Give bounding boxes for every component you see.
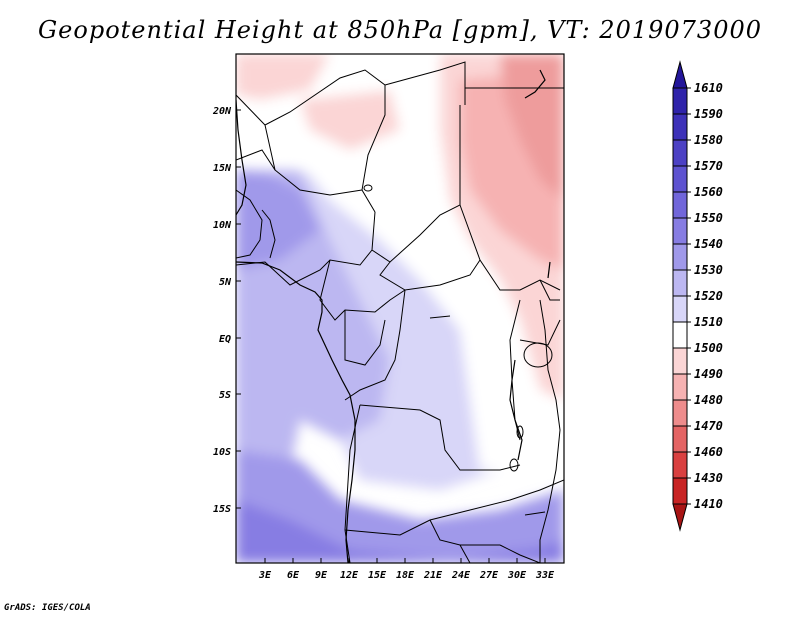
colorbar-label: 1610 xyxy=(694,81,723,95)
colorbar-label: 1480 xyxy=(694,393,723,407)
lon-label: 6E xyxy=(287,570,300,581)
lon-label: 21E xyxy=(423,570,443,581)
grads-credit: GrADS: IGES/COLA xyxy=(4,603,91,613)
lon-label: 18E xyxy=(396,570,415,581)
lon-label: 24E xyxy=(451,570,471,581)
lat-label: 15S xyxy=(213,504,231,515)
lat-label: 5N xyxy=(219,277,232,288)
colorbar-box xyxy=(673,374,687,400)
lat-label: 10S xyxy=(213,447,231,458)
lat-label: EQ xyxy=(219,334,231,345)
colorbar-label: 1540 xyxy=(694,237,723,251)
colorbar-label: 1410 xyxy=(694,497,723,511)
colorbar-box xyxy=(673,166,687,192)
colorbar-box xyxy=(673,244,687,270)
lat-axis: 20N 15N 10N 5N EQ 5S 10S 15S xyxy=(212,106,232,515)
lon-label: 9E xyxy=(315,570,328,581)
lon-label: 12E xyxy=(340,570,359,581)
lon-label: 15E xyxy=(368,570,387,581)
colorbar-top-arrow xyxy=(673,62,687,88)
colorbar-box xyxy=(673,88,687,114)
colorbar-label: 1530 xyxy=(694,263,723,277)
colorbar-label: 1550 xyxy=(694,211,723,225)
colorbar-box xyxy=(673,426,687,452)
colorbar-box xyxy=(673,270,687,296)
lon-label: 3E xyxy=(258,570,272,581)
lon-axis: 3E 6E 9E 12E 15E 18E 21E 24E 27E 30E 33E xyxy=(258,570,555,581)
lat-label: 15N xyxy=(213,163,232,174)
lon-label: 30E xyxy=(507,570,527,581)
map-figure: 20N 15N 10N 5N EQ 5S 10S 15S 3E 6E 9E 12… xyxy=(0,0,800,618)
colorbar-box xyxy=(673,322,687,348)
colorbar-box xyxy=(673,218,687,244)
colorbar-label: 1560 xyxy=(694,185,723,199)
lat-label: 20N xyxy=(212,106,232,117)
colorbar-box xyxy=(673,348,687,374)
height-field xyxy=(236,54,564,563)
colorbar-label: 1520 xyxy=(694,289,723,303)
colorbar-label: 1570 xyxy=(694,159,723,173)
colorbar: 1610 1590 1580 1570 1560 1550 1540 1530 1520 1510… xyxy=(673,62,723,530)
lon-label: 33E xyxy=(535,570,555,581)
colorbar-label: 1510 xyxy=(694,315,723,329)
colorbar-box xyxy=(673,452,687,478)
colorbar-box xyxy=(673,114,687,140)
colorbar-bottom-arrow xyxy=(673,504,687,530)
colorbar-box xyxy=(673,296,687,322)
colorbar-box xyxy=(673,400,687,426)
colorbar-label: 1460 xyxy=(694,445,723,459)
colorbar-box xyxy=(673,140,687,166)
colorbar-label: 1580 xyxy=(694,133,723,147)
lat-label: 5S xyxy=(219,390,231,401)
lon-label: 27E xyxy=(479,570,499,581)
colorbar-label: 1490 xyxy=(694,367,723,381)
colorbar-label: 1590 xyxy=(694,107,723,121)
lat-label: 10N xyxy=(213,220,232,231)
colorbar-label: 1500 xyxy=(694,341,723,355)
colorbar-box xyxy=(673,192,687,218)
colorbar-label: 1430 xyxy=(694,471,723,485)
colorbar-label: 1470 xyxy=(694,419,723,433)
colorbar-box xyxy=(673,478,687,504)
